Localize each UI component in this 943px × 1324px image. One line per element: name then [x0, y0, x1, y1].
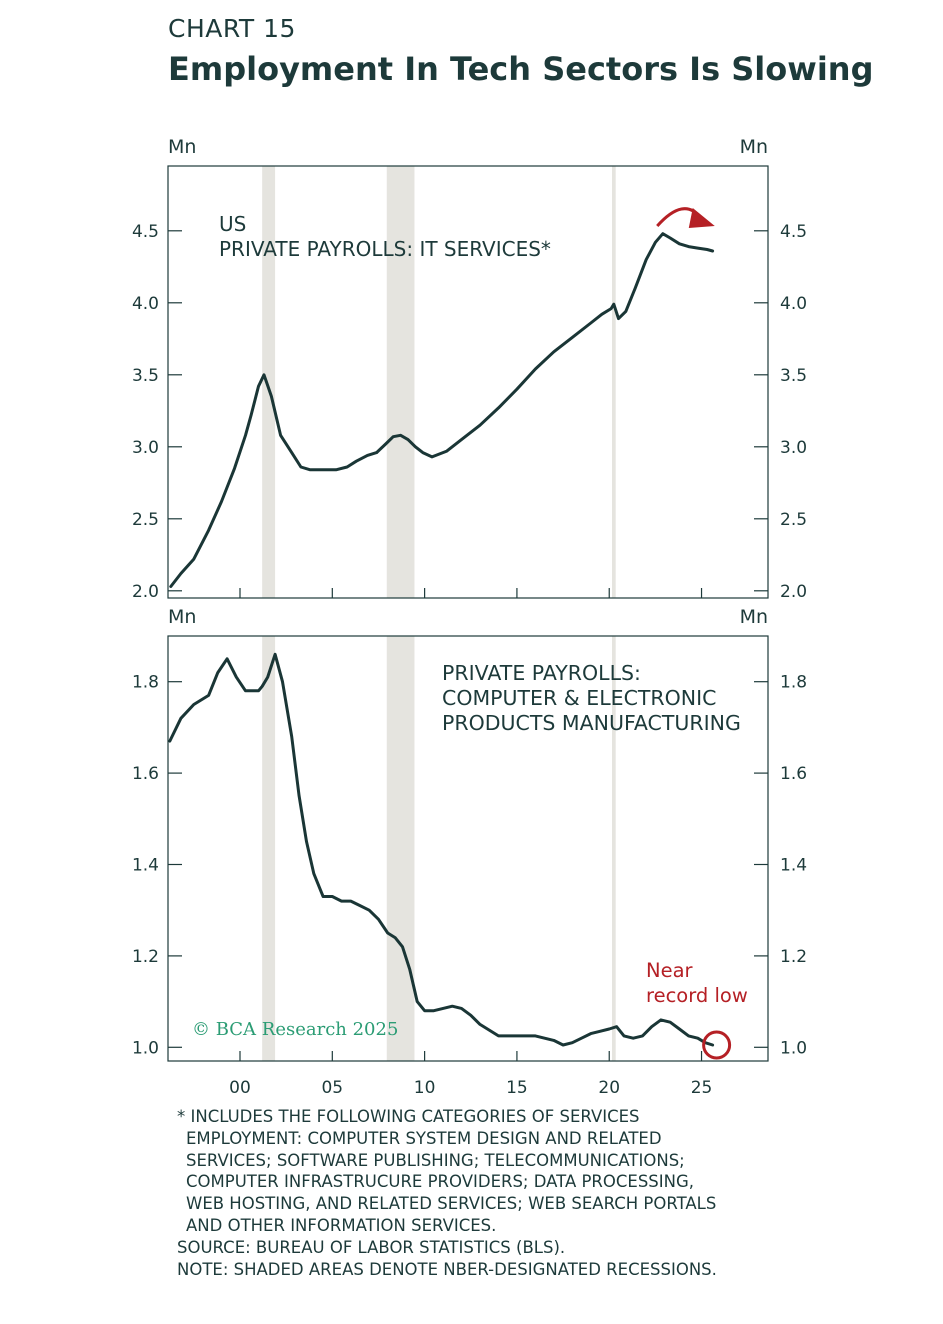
y-tick-label-left: 2.5: [132, 510, 159, 530]
chart-panel-2: Mn Mn 1.0 1.0 1.2 1.2 1.4 1.4 1.6 1.6 1.8 1.8 00 05 10…: [132, 606, 807, 1098]
y-tick-label-right: 1.0: [780, 1038, 807, 1058]
series-line: [168, 652, 715, 1047]
y-tick-label-right: 4.5: [780, 222, 807, 242]
y-tick-label-left: 3.5: [132, 366, 159, 386]
series-line: [169, 232, 715, 588]
recession-band: [262, 636, 276, 1061]
y-tick-label-right: 2.0: [780, 582, 807, 602]
footnote-line: * INCLUDES THE FOLLOWING CATEGORIES OF S…: [177, 1107, 640, 1126]
recession-note: NOTE: SHADED AREAS DENOTE NBER-DESIGNATE…: [177, 1259, 717, 1279]
annotation-label: record low: [646, 984, 748, 1007]
y-tick-label-left: 4.5: [132, 222, 159, 242]
y-tick-label-right: 1.4: [780, 855, 807, 875]
panel-title-line: COMPUTER & ELECTRONIC: [442, 686, 716, 710]
footnotes: * INCLUDES THE FOLLOWING CATEGORIES OF S…: [177, 1106, 717, 1280]
y-tick-label-right: 4.0: [780, 294, 807, 314]
chart-panel-1: Mn Mn 2.0 2.0 2.5 2.5 3.0 3.0 3.5 3.5 4.0 4.0 4.5 4.5…: [132, 136, 807, 602]
recession-band: [612, 636, 616, 1061]
y-tick-label-right: 3.0: [780, 438, 807, 458]
panel-title-line: PRIVATE PAYROLLS:: [442, 661, 641, 685]
panel-title-line: PRIVATE PAYROLLS: IT SERVICES*: [219, 237, 551, 261]
unit-label-right: Mn: [740, 136, 768, 158]
x-tick-label: 20: [598, 1078, 620, 1098]
recession-band: [386, 636, 415, 1061]
footnote-line: COMPUTER INFRASTRUCURE PROVIDERS; DATA P…: [186, 1172, 695, 1192]
x-tick-label: 10: [414, 1078, 436, 1098]
x-tick-label: 05: [321, 1078, 343, 1098]
annotation-label: Near: [646, 959, 694, 982]
y-tick-label-right: 1.2: [780, 947, 807, 967]
footnote-line: WEB HOSTING, AND RELATED SERVICES; WEB S…: [186, 1194, 717, 1214]
y-tick-label-left: 1.0: [132, 1038, 159, 1058]
y-tick-label-right: 1.6: [780, 764, 807, 784]
unit-label-left: Mn: [168, 136, 196, 158]
unit-label-left: Mn: [168, 606, 196, 628]
y-tick-label-left: 1.8: [132, 673, 159, 693]
record-low-circle: [702, 1030, 732, 1060]
y-tick-label-right: 1.8: [780, 673, 807, 693]
recession-band: [262, 166, 276, 598]
y-tick-label-right: 2.5: [780, 510, 807, 530]
x-tick-label: 15: [506, 1078, 528, 1098]
chart-number: CHART 15: [168, 14, 296, 43]
y-tick-label-left: 1.2: [132, 947, 159, 967]
x-tick-label: 25: [691, 1078, 713, 1098]
y-tick-label-left: 2.0: [132, 582, 159, 602]
y-tick-label-right: 3.5: [780, 366, 807, 386]
y-tick-label-left: 1.4: [132, 855, 159, 875]
panel-title-line: US: [219, 212, 246, 236]
y-tick-label-left: 3.0: [132, 438, 159, 458]
plot-frame: [167, 165, 769, 599]
footnote-line: AND OTHER INFORMATION SERVICES.: [186, 1215, 497, 1235]
y-tick-label-left: 1.6: [132, 764, 159, 784]
unit-label-right: Mn: [740, 606, 768, 628]
panel-title-line: PRODUCTS MANUFACTURING: [442, 711, 741, 735]
footnote-line: EMPLOYMENT: COMPUTER SYSTEM DESIGN AND R…: [186, 1128, 662, 1148]
recession-band: [612, 166, 616, 598]
chart-title: Employment In Tech Sectors Is Slowing: [168, 50, 874, 88]
recession-band: [386, 166, 415, 598]
plot-frame: [167, 635, 769, 1062]
source-note: SOURCE: BUREAU OF LABOR STATISTICS (BLS)…: [177, 1237, 566, 1257]
y-tick-label-left: 4.0: [132, 294, 159, 314]
charts-figure: Mn Mn 2.0 2.0 2.5 2.5 3.0 3.0 3.5 3.5 4.0 4.0 4.5 4.5…: [132, 136, 807, 1098]
footnote-line: SERVICES; SOFTWARE PUBLISHING; TELECOMMU…: [186, 1150, 685, 1170]
trend-arrowhead: [688, 208, 715, 228]
copyright-watermark: © BCA Research 2025: [192, 1019, 398, 1040]
x-tick-label: 00: [229, 1078, 251, 1098]
